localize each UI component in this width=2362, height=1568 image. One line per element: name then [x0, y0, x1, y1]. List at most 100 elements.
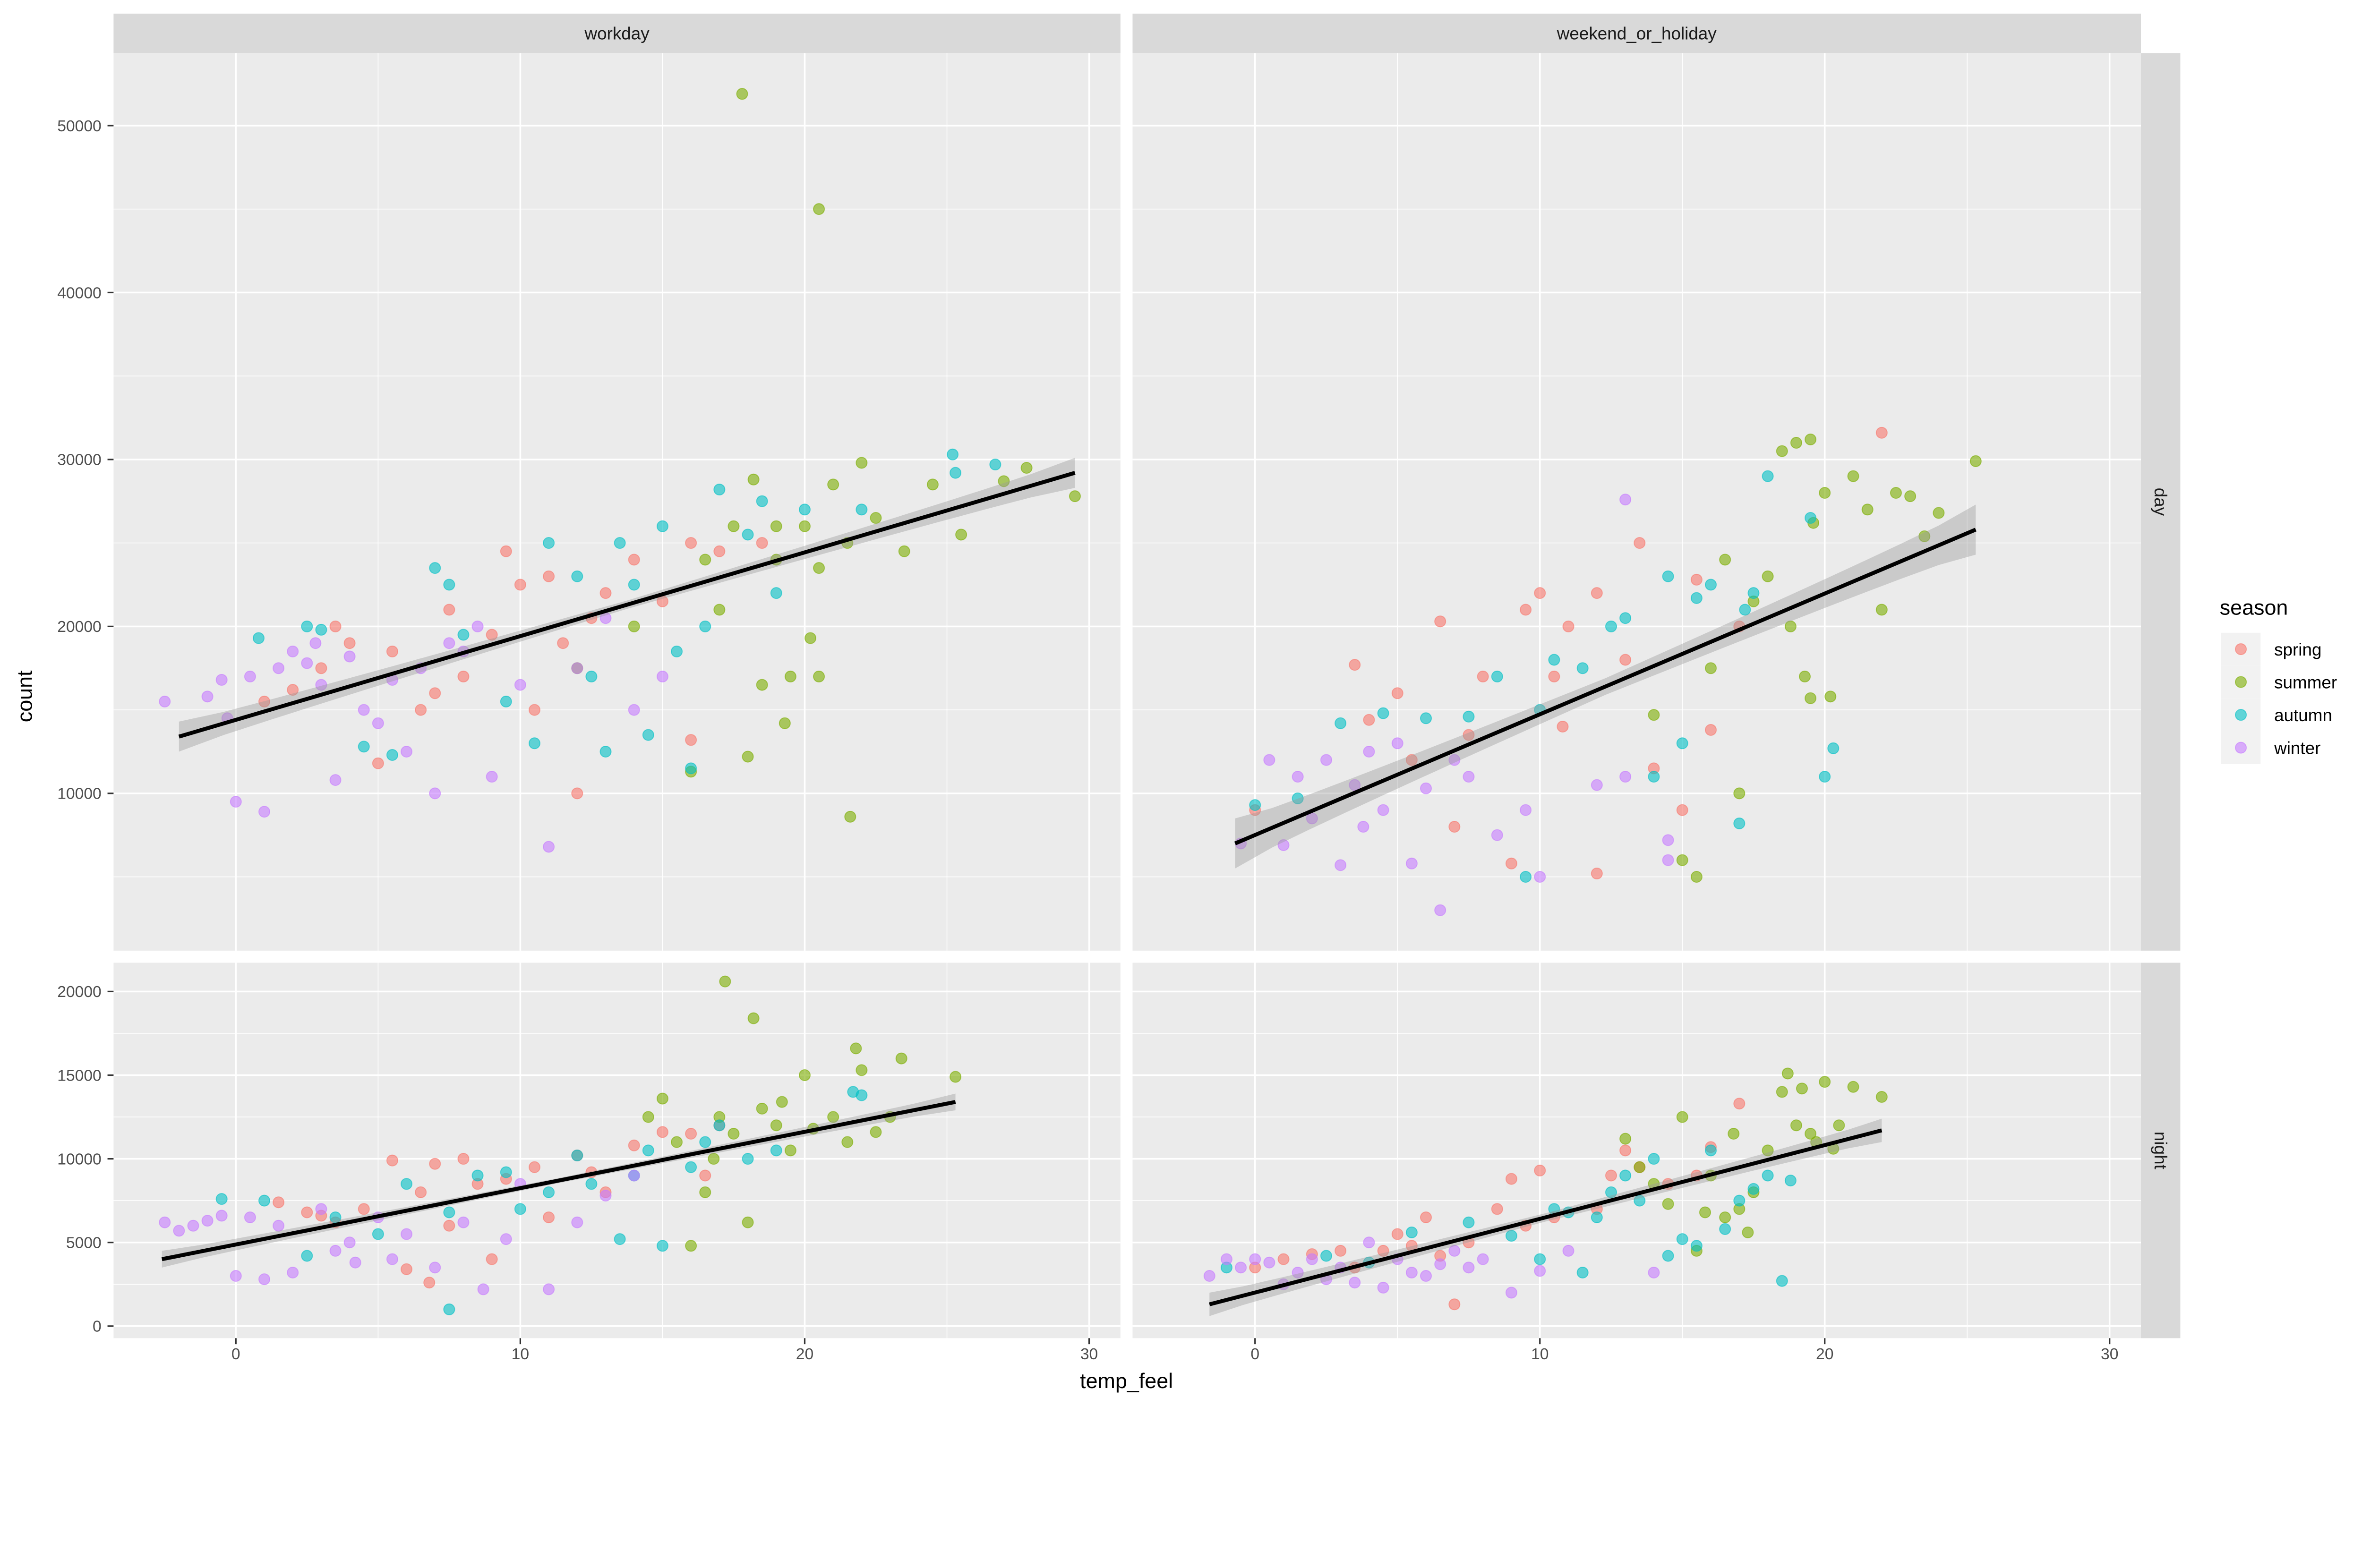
- data-point-spring: [273, 1196, 285, 1209]
- data-point-spring: [1534, 1164, 1546, 1176]
- y-tick-label: 10000: [57, 1150, 102, 1168]
- data-point-winter: [1335, 859, 1347, 871]
- data-point-autumn: [1676, 737, 1688, 750]
- data-point-winter: [477, 1283, 489, 1295]
- data-point-summer: [895, 1052, 907, 1065]
- data-point-winter: [349, 1256, 361, 1269]
- data-point-summer: [827, 1111, 839, 1123]
- data-point-summer: [856, 457, 868, 469]
- data-point-summer: [926, 478, 939, 491]
- data-point-spring: [423, 1277, 436, 1289]
- data-point-autumn: [1249, 799, 1261, 811]
- data-point-summer: [856, 1064, 868, 1076]
- data-point-autumn: [856, 1089, 868, 1101]
- data-point-winter: [1357, 821, 1369, 833]
- data-point-summer: [1776, 445, 1788, 457]
- data-point-autumn: [947, 448, 959, 460]
- data-point-winter: [1434, 1258, 1446, 1270]
- data-point-summer: [1784, 620, 1797, 632]
- data-point-summer: [671, 1136, 683, 1148]
- panel-weekend_or_holiday-day: [1132, 53, 2141, 951]
- data-point-autumn: [614, 1233, 626, 1245]
- data-point-summer: [727, 1127, 740, 1140]
- data-point-winter: [543, 1283, 555, 1295]
- data-point-autumn: [1805, 512, 1817, 524]
- data-point-summer: [756, 1102, 768, 1115]
- data-point-summer: [870, 512, 882, 524]
- data-point-autumn: [642, 729, 654, 741]
- data-point-summer: [1805, 692, 1817, 704]
- data-point-spring: [514, 579, 526, 591]
- data-point-winter: [1591, 779, 1603, 791]
- data-point-summer: [1861, 503, 1874, 516]
- data-point-winter: [1320, 754, 1332, 766]
- data-point-autumn: [571, 1150, 583, 1162]
- data-point-autumn: [756, 495, 768, 507]
- legend: season spring summer autumn winter: [2220, 595, 2337, 764]
- data-point-spring: [315, 662, 327, 674]
- y-tick-label: 20000: [57, 983, 102, 1001]
- data-point-winter: [1662, 834, 1674, 846]
- data-point-winter: [201, 690, 214, 703]
- data-point-spring: [457, 670, 470, 682]
- data-point-summer: [719, 975, 731, 988]
- data-point-summer: [776, 1096, 788, 1108]
- data-point-winter: [187, 1219, 199, 1232]
- data-point-autumn: [1320, 1250, 1332, 1262]
- data-point-autumn: [1548, 654, 1560, 666]
- legend-key-winter: [2235, 741, 2247, 754]
- data-point-autumn: [685, 762, 697, 775]
- data-point-autumn: [1762, 470, 1774, 482]
- data-point-spring: [685, 734, 697, 746]
- data-point-autumn: [1576, 662, 1589, 674]
- data-point-winter: [1662, 854, 1674, 866]
- data-point-winter: [1363, 1236, 1375, 1249]
- data-point-summer: [742, 750, 754, 763]
- data-point-winter: [1391, 737, 1404, 750]
- data-point-winter: [656, 670, 668, 682]
- data-point-summer: [1918, 530, 1931, 542]
- data-point-spring: [1605, 1169, 1617, 1182]
- data-point-autumn: [1733, 817, 1746, 829]
- data-point-autumn: [742, 528, 754, 541]
- data-point-spring: [713, 545, 726, 557]
- data-point-autumn: [543, 537, 555, 549]
- data-point-winter: [1263, 754, 1275, 766]
- data-point-autumn: [1827, 742, 1840, 754]
- data-point-winter: [571, 662, 583, 674]
- data-point-autumn: [1634, 1194, 1646, 1207]
- data-point-spring: [1705, 724, 1717, 736]
- data-point-summer: [798, 520, 811, 532]
- data-point-spring: [1391, 687, 1404, 699]
- data-point-autumn: [1491, 670, 1503, 682]
- data-point-autumn: [656, 520, 668, 532]
- data-point-spring: [258, 695, 271, 707]
- data-point-spring: [1434, 615, 1446, 628]
- data-point-spring: [1491, 1203, 1503, 1215]
- data-point-autumn: [1405, 1226, 1418, 1238]
- data-point-autumn: [215, 1193, 228, 1205]
- data-point-summer: [1762, 1144, 1774, 1157]
- data-point-summer: [813, 562, 825, 574]
- data-point-spring: [628, 1139, 640, 1151]
- legend-label-spring: spring: [2274, 640, 2321, 659]
- data-point-winter: [1420, 1270, 1432, 1282]
- x-tick-label: 0: [231, 1346, 240, 1363]
- data-point-spring: [429, 1158, 441, 1170]
- data-point-summer: [998, 475, 1010, 487]
- data-point-winter: [258, 806, 271, 818]
- data-point-winter: [1405, 857, 1418, 869]
- data-point-winter: [1277, 839, 1290, 851]
- data-point-summer: [1619, 1133, 1632, 1145]
- data-point-winter: [429, 787, 441, 800]
- data-point-winter: [1534, 1265, 1546, 1277]
- data-point-winter: [1349, 1277, 1361, 1289]
- data-point-spring: [1420, 1211, 1432, 1224]
- data-point-winter: [1619, 770, 1632, 783]
- data-point-autumn: [1676, 1233, 1688, 1245]
- data-point-summer: [1719, 554, 1731, 566]
- strip-label-night: night: [2151, 1132, 2170, 1169]
- panel-background: [113, 53, 1121, 951]
- data-point-autumn: [372, 1228, 384, 1240]
- strip-label-day: day: [2151, 488, 2170, 516]
